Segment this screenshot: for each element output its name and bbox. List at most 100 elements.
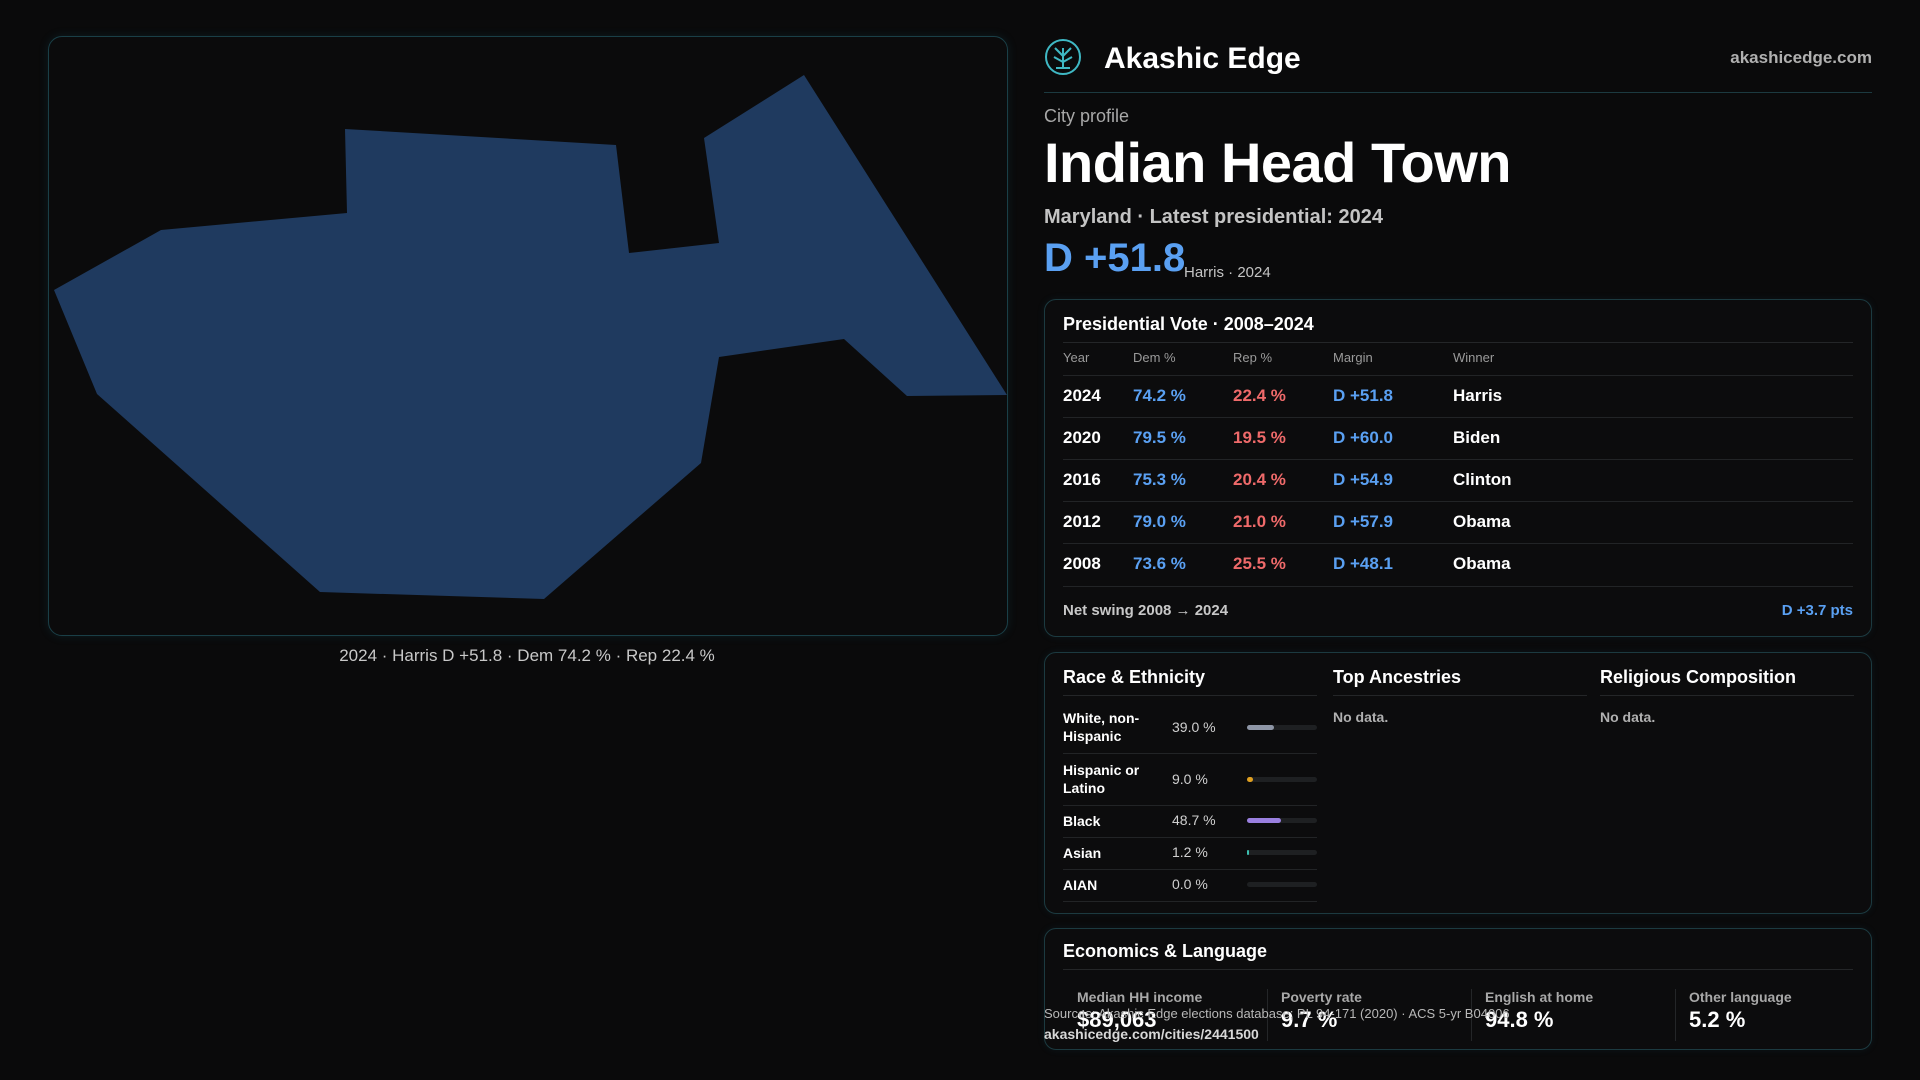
source-note: Sources: Akashic Edge elections database… <box>1044 1006 1510 1021</box>
race-label: Black <box>1063 813 1101 829</box>
cell-rep: 19.5 % <box>1233 428 1286 447</box>
cell-rep: 25.5 % <box>1233 554 1286 573</box>
table-row: 2024 74.2 % 22.4 % D +51.8 Harris <box>1063 375 1853 418</box>
race-label: Hispanic or Latino <box>1063 762 1140 796</box>
cell-margin: D +54.9 <box>1333 470 1394 489</box>
race-label: White, non-Hispanic <box>1063 710 1140 744</box>
cell-year: 2012 <box>1063 512 1101 531</box>
col-header-dem: Dem % <box>1133 350 1176 365</box>
cell-winner: Harris <box>1453 386 1503 405</box>
stat-divider <box>1675 989 1676 1041</box>
cell-dem: 79.5 % <box>1133 428 1186 447</box>
race-value: 0.0 % <box>1172 876 1208 892</box>
col-header-winner: Winner <box>1453 350 1495 365</box>
page-title: Indian Head Town <box>1044 131 1511 194</box>
race-row: White, non-Hispanic 39.0 % <box>1063 703 1317 754</box>
table-row: 2008 73.6 % 25.5 % D +48.1 Obama <box>1063 543 1853 587</box>
cell-dem: 74.2 % <box>1133 386 1186 405</box>
map-caption: 2024 · Harris D +51.8 · Dem 74.2 % · Rep… <box>339 646 715 665</box>
page-subtitle: Maryland · Latest presidential: 2024 <box>1044 206 1384 228</box>
cell-winner: Biden <box>1453 428 1501 447</box>
section-divider <box>1063 695 1317 696</box>
cell-year: 2020 <box>1063 428 1101 447</box>
col-header-margin: Margin <box>1333 350 1373 365</box>
page-kicker: City profile <box>1044 106 1130 126</box>
race-row: Black 48.7 % <box>1063 805 1317 838</box>
cell-year: 2008 <box>1063 554 1101 573</box>
stat-value: 9.7 % <box>1281 1007 1338 1032</box>
race-bar-fill <box>1247 818 1282 823</box>
race-bar <box>1247 850 1317 855</box>
ancestries-title: Top Ancestries <box>1333 667 1462 687</box>
city-boundary-map[interactable] <box>48 36 1008 636</box>
race-label: AIAN <box>1063 877 1098 893</box>
cell-winner: Obama <box>1453 512 1511 531</box>
race-row: Hispanic or Latino 9.0 % <box>1063 753 1317 806</box>
race-bar-fill <box>1247 777 1254 782</box>
latest-margin-note: Harris · 2024 <box>1184 264 1271 281</box>
cell-year: 2024 <box>1063 386 1101 405</box>
net-swing-value: D +3.7 pts <box>1781 602 1853 619</box>
city-boundary-shape <box>54 75 1007 599</box>
race-ethnicity-title: Race & Ethnicity <box>1063 667 1206 687</box>
cell-rep: 20.4 % <box>1233 470 1286 489</box>
cell-dem: 73.6 % <box>1133 554 1186 573</box>
header-divider <box>1044 92 1872 93</box>
stat-value: $89,063 <box>1077 1007 1157 1032</box>
net-swing-label: Net swing 2008 → 2024 <box>1063 602 1229 619</box>
race-bar <box>1247 818 1317 823</box>
stat-divider <box>1267 989 1268 1041</box>
religion-title: Religious Composition <box>1600 667 1796 687</box>
stat-label: Poverty rate <box>1281 989 1362 1005</box>
race-value: 39.0 % <box>1172 719 1216 735</box>
tree-logo-icon <box>1045 39 1081 75</box>
race-value: 1.2 % <box>1172 844 1208 860</box>
cell-margin: D +57.9 <box>1333 512 1394 531</box>
site-link[interactable]: akashicedge.com <box>1730 48 1872 67</box>
race-bar <box>1247 725 1317 730</box>
brand-header: Akashic Edge akashicedge.com <box>1044 36 1872 92</box>
stat-label: English at home <box>1485 989 1594 1005</box>
stat-value: 5.2 % <box>1689 1007 1746 1032</box>
cell-rep: 21.0 % <box>1233 512 1286 531</box>
economics-title: Economics & Language <box>1063 941 1268 961</box>
cell-dem: 79.0 % <box>1133 512 1186 531</box>
table-row: 2012 79.0 % 21.0 % D +57.9 Obama <box>1063 501 1853 544</box>
cell-margin: D +60.0 <box>1333 428 1394 447</box>
race-value: 48.7 % <box>1172 812 1216 828</box>
race-row: Asian 1.2 % <box>1063 837 1317 870</box>
cell-margin: D +51.8 <box>1333 386 1394 405</box>
table-row: 2016 75.3 % 20.4 % D +54.9 Clinton <box>1063 459 1853 502</box>
stat-label: Other language <box>1689 989 1792 1005</box>
ancestries-empty: No data. <box>1333 709 1389 725</box>
brand-name: Akashic Edge <box>1104 42 1301 75</box>
cell-winner: Clinton <box>1453 470 1512 489</box>
stat-value: 94.8 % <box>1485 1007 1554 1032</box>
stat-divider <box>1471 989 1472 1041</box>
section-divider <box>1600 695 1854 696</box>
latest-margin: D +51.8 <box>1044 236 1186 280</box>
race-bar <box>1247 777 1317 782</box>
race-bar-fill <box>1247 850 1249 855</box>
presidential-vote-title: Presidential Vote · 2008–2024 <box>1063 314 1314 334</box>
race-row: AIAN 0.0 % <box>1063 869 1317 902</box>
cell-winner: Obama <box>1453 554 1511 573</box>
cell-dem: 75.3 % <box>1133 470 1186 489</box>
cell-margin: D +48.1 <box>1333 554 1394 573</box>
economics-card: Economics & Language Median HH income $8… <box>1044 928 1872 1050</box>
race-bar <box>1247 882 1317 887</box>
city-shape-svg <box>54 75 1007 599</box>
religion-empty: No data. <box>1600 709 1656 725</box>
race-bar-fill <box>1247 725 1275 730</box>
stat-label: Median HH income <box>1077 989 1203 1005</box>
table-row: 2020 79.5 % 19.5 % D +60.0 Biden <box>1063 417 1853 460</box>
race-label: Asian <box>1063 845 1102 861</box>
section-divider <box>1333 695 1587 696</box>
card-divider <box>1063 969 1853 970</box>
col-header-rep: Rep % <box>1233 350 1273 365</box>
page-url-link[interactable]: akashicedge.com/cities/2441500 <box>1044 1026 1259 1042</box>
demographics-card: Race & Ethnicity White, non-Hispanic 39.… <box>1044 652 1872 914</box>
race-value: 9.0 % <box>1172 771 1208 787</box>
card-divider <box>1063 342 1853 343</box>
cell-rep: 22.4 % <box>1233 386 1286 405</box>
